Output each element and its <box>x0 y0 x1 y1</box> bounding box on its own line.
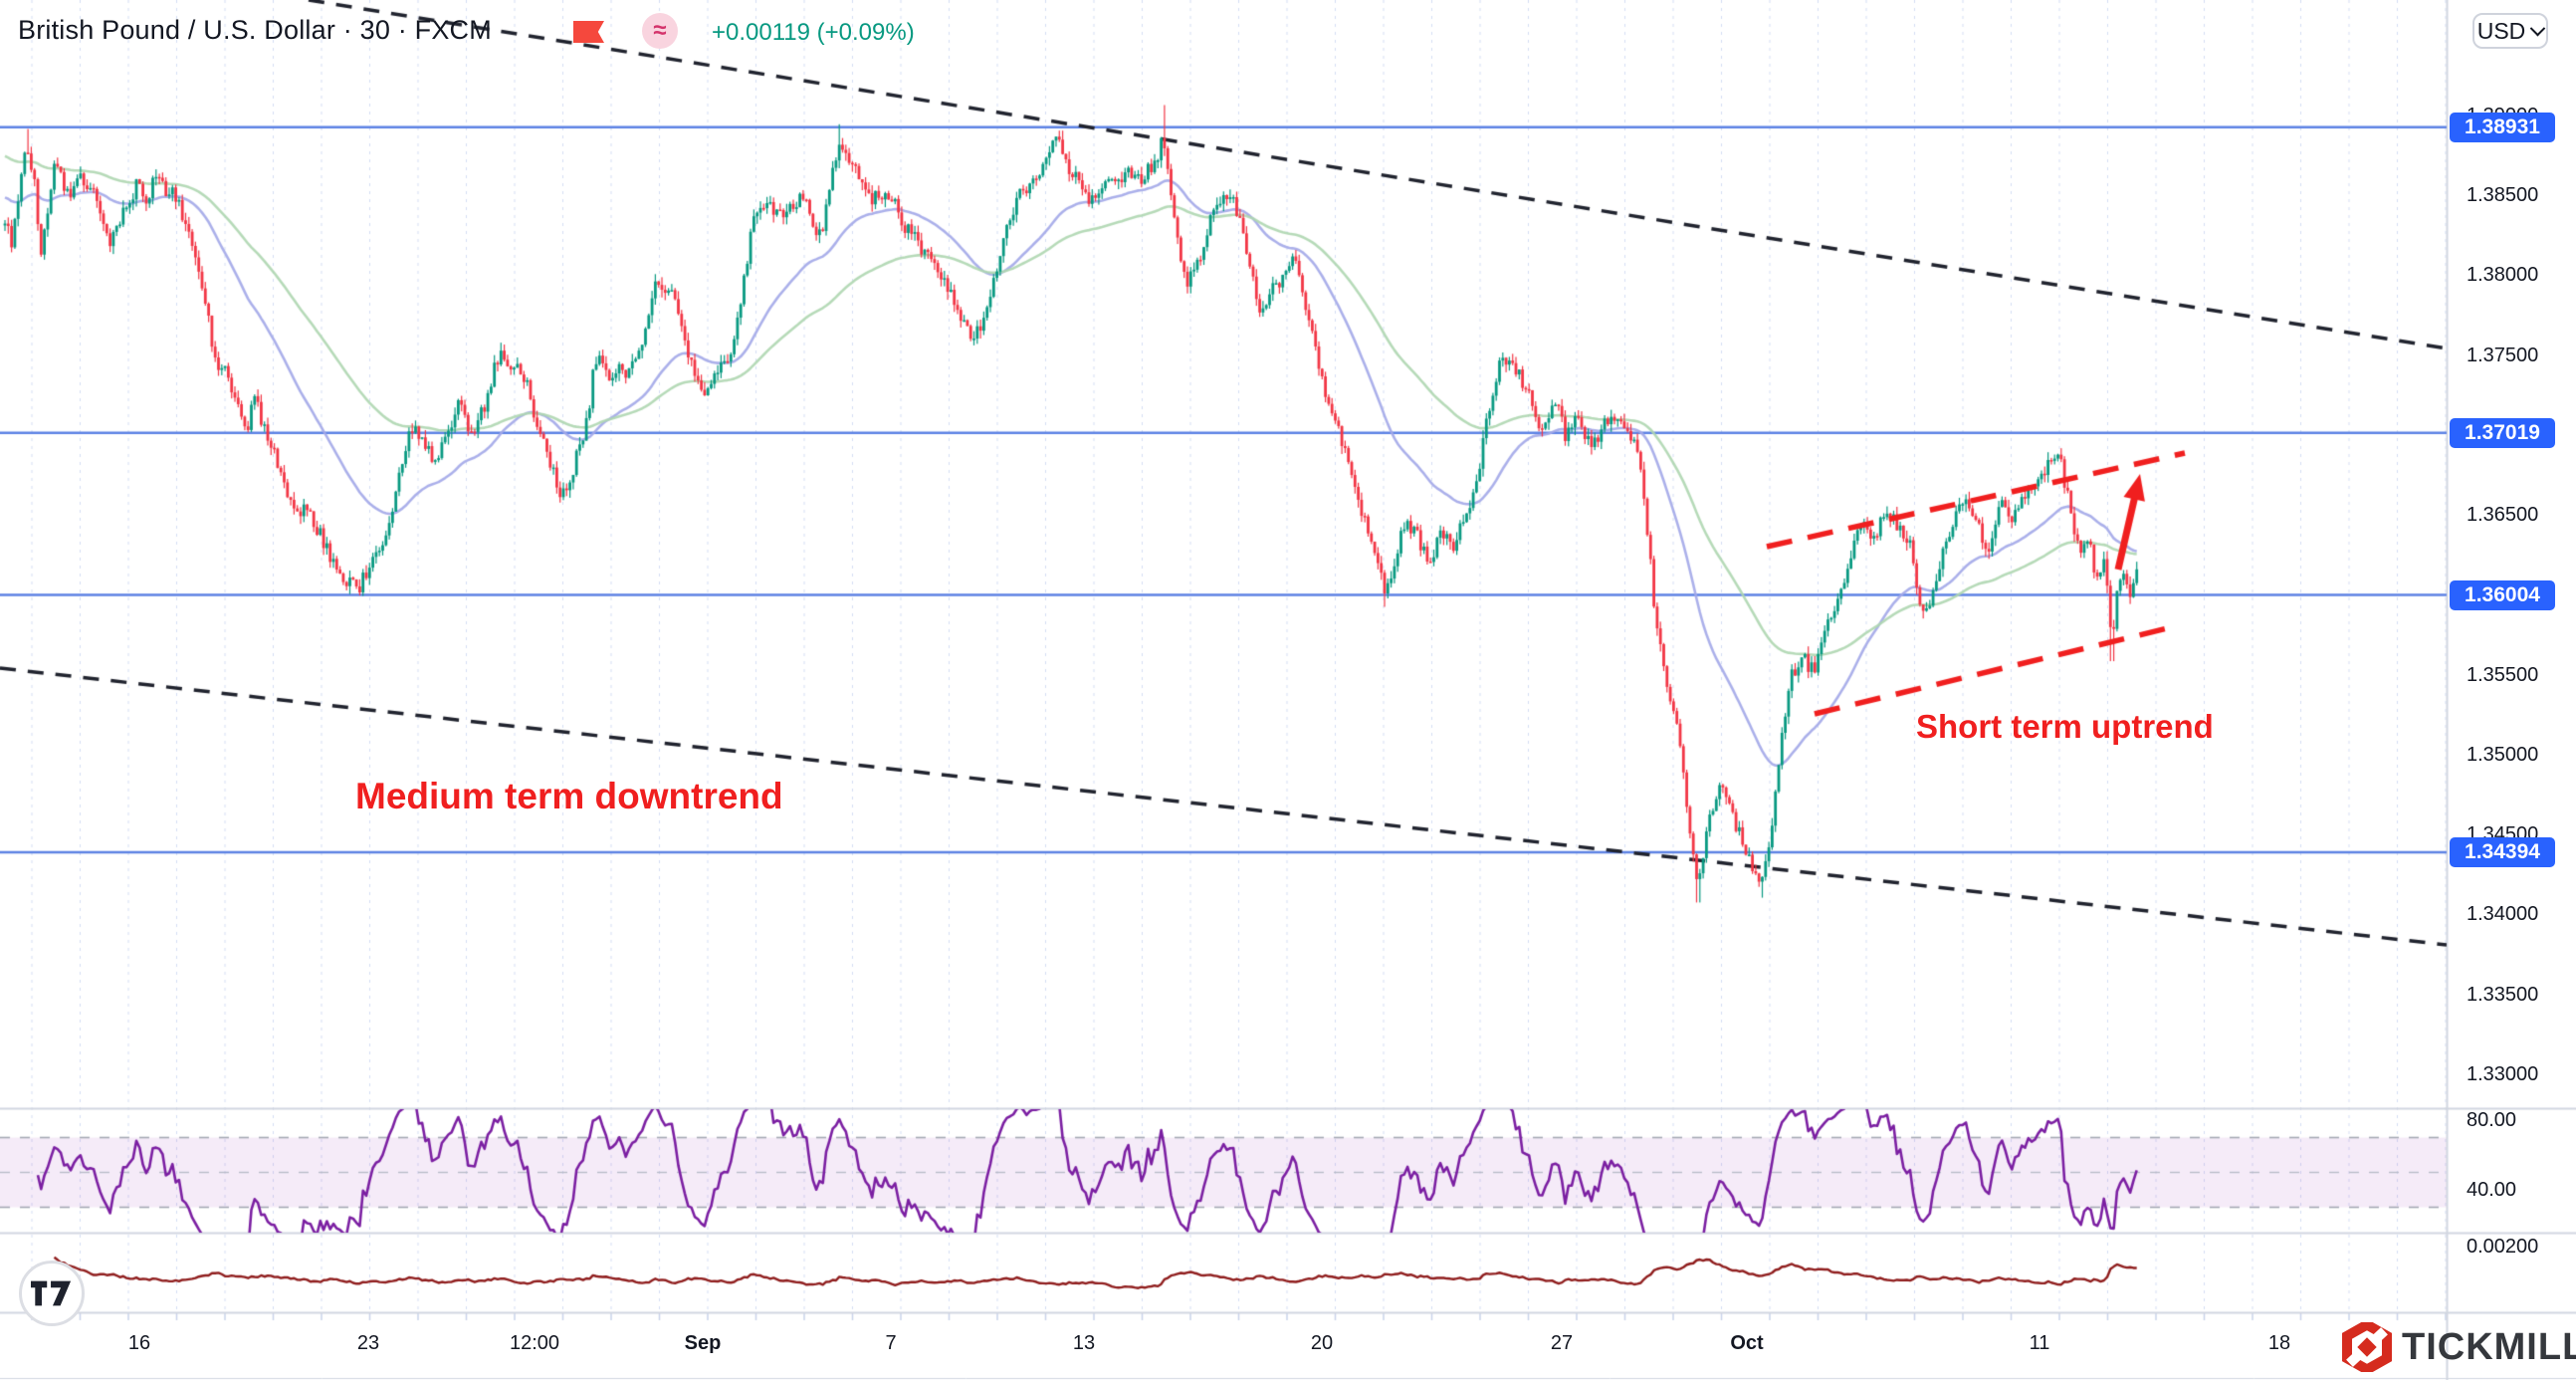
price-tick-label: 1.33500 <box>2467 983 2539 1006</box>
atr-tick-label: 0.00200 <box>2467 1236 2539 1258</box>
price-tick-label: 1.33000 <box>2467 1062 2539 1085</box>
time-tick-label: 18 <box>2267 1332 2291 1354</box>
price-tick-label: 1.37500 <box>2467 344 2539 366</box>
tickmill-logo: TICKMILL <box>2341 1322 2576 1372</box>
time-tick-label: 13 <box>1072 1332 1096 1354</box>
time-tick-label: 11 <box>2029 1332 2050 1354</box>
flag-icon[interactable] <box>573 21 604 43</box>
time-tick-label: Oct <box>1730 1332 1764 1354</box>
tickmill-icon <box>2342 1322 2392 1372</box>
price-tick-label: 1.38500 <box>2467 184 2539 206</box>
symbol-title: British Pound / U.S. Dollar · 30 · FXCM <box>18 15 492 45</box>
tradingview-logo[interactable] <box>19 1261 85 1326</box>
rsi-tick-label: 40.00 <box>2467 1179 2517 1201</box>
price-tick-label: 1.36500 <box>2467 504 2539 526</box>
currency-label: USD <box>2476 17 2526 44</box>
time-tick-label: 7 <box>885 1332 897 1354</box>
price-tick-label: 1.38000 <box>2467 264 2539 287</box>
tradingview-glyph-icon <box>31 1280 72 1306</box>
currency-selector[interactable]: USD <box>2472 13 2548 49</box>
rsi-tick-label: 80.00 <box>2467 1109 2517 1131</box>
time-axis[interactable]: 16 23 12:00 Sep 7 13 20 27 Oct 11 18 <box>0 1312 2447 1380</box>
time-tick-label: 20 <box>1310 1332 1334 1354</box>
annotation-medium-term-downtrend[interactable]: Medium term downtrend <box>355 776 783 816</box>
time-tick-label: 12:00 <box>509 1332 560 1354</box>
price-level-badge: 1.36004 <box>2450 579 2555 610</box>
annotation-short-term-uptrend[interactable]: Short term uptrend <box>1916 708 2214 745</box>
time-tick-label: 27 <box>1550 1332 1574 1354</box>
price-level-badge: 1.38931 <box>2450 112 2555 142</box>
price-level-badge: 1.34394 <box>2450 837 2555 867</box>
price-axis[interactable]: 1.390001.385001.380001.375001.365001.355… <box>2447 0 2576 1312</box>
time-tick-label: 23 <box>356 1332 380 1354</box>
price-level-badge: 1.37019 <box>2450 417 2555 448</box>
price-tick-label: 1.35000 <box>2467 743 2539 766</box>
price-change: +0.00119 (+0.09%) <box>712 19 915 46</box>
approx-badge-icon[interactable]: ≈ <box>642 13 678 49</box>
price-tick-label: 1.35500 <box>2467 663 2539 686</box>
time-tick-label: Sep <box>684 1332 722 1354</box>
price-tick-label: 1.34000 <box>2467 903 2539 926</box>
tickmill-wordmark: TICKMILL <box>2402 1325 2576 1368</box>
time-tick-label: 16 <box>127 1332 151 1354</box>
